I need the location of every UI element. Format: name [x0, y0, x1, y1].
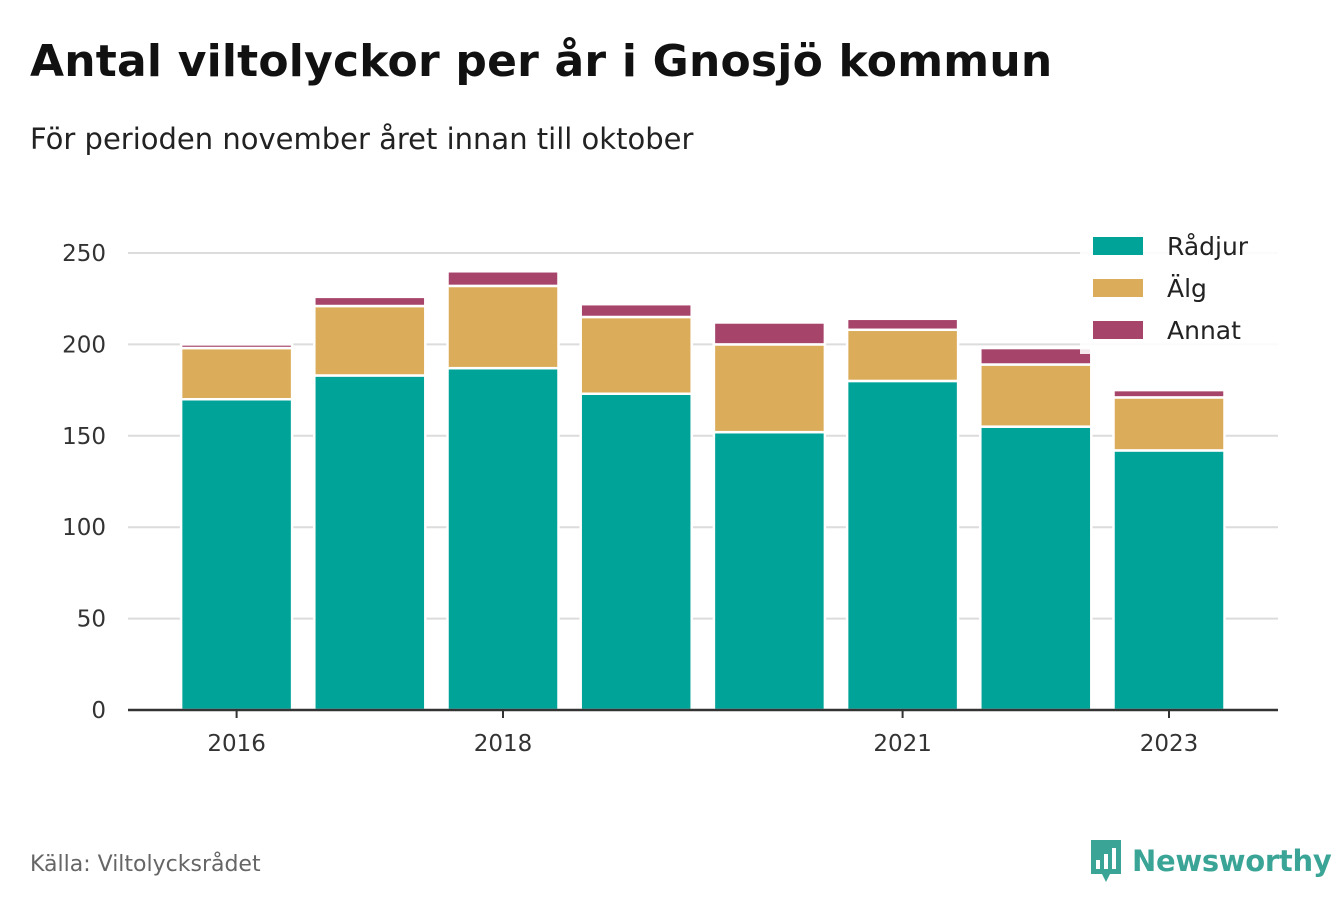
x-tick-label: 2021 — [873, 731, 932, 757]
bar-segment — [845, 317, 960, 332]
legend-label: Annat — [1167, 316, 1241, 345]
y-tick-label: 200 — [62, 332, 106, 358]
bar-segment — [313, 304, 427, 377]
bar-segment — [179, 397, 294, 712]
bar-segment — [313, 295, 427, 308]
legend-swatch — [1093, 321, 1143, 339]
chart-subtitle: För perioden november året innan till ok… — [30, 122, 694, 156]
x-tick-label: 2023 — [1140, 731, 1199, 757]
bar-segment — [712, 430, 827, 712]
x-tick-label: 2016 — [207, 731, 266, 757]
legend-label: Rådjur — [1167, 232, 1249, 261]
bar-segment — [446, 270, 560, 288]
y-tick-label: 0 — [91, 698, 106, 724]
bar-segment — [845, 379, 960, 712]
legend-label: Älg — [1167, 274, 1207, 303]
bar-segment — [579, 315, 693, 396]
bar-segment — [979, 363, 1093, 428]
bar-segment — [1112, 388, 1226, 399]
bar-segment — [979, 425, 1093, 712]
bar-segment — [979, 346, 1093, 366]
bar-segment — [712, 321, 827, 346]
chart-title: Antal viltolyckor per år i Gnosjö kommun — [30, 36, 1053, 87]
legend: Rådjur Älg Annat — [1080, 226, 1280, 354]
y-tick-label: 50 — [77, 607, 106, 633]
x-tick-label: 2018 — [474, 731, 533, 757]
bar-segment — [712, 343, 827, 434]
bar-segment — [313, 374, 427, 712]
source-note: Källa: Viltolycksrådet — [30, 852, 261, 877]
bar-segment — [1112, 396, 1226, 452]
brand-name: Newsworthy — [1132, 844, 1332, 878]
legend-swatch — [1093, 279, 1143, 297]
y-tick-label: 150 — [62, 424, 106, 450]
bars — [179, 270, 1226, 712]
brand-logo: Newsworthy — [1088, 838, 1332, 884]
y-tick-label: 100 — [62, 515, 106, 541]
x-axis-ticks: 2016 2018 2021 2023 — [207, 710, 1198, 757]
bar-segment — [845, 328, 960, 383]
bar-segment — [1112, 449, 1226, 712]
bar-segment — [179, 343, 294, 350]
bar-segment — [446, 284, 560, 370]
bar-segment — [446, 366, 560, 712]
legend-swatch — [1093, 237, 1143, 255]
bar-segment — [179, 346, 294, 401]
y-axis-ticks: 0 50 100 150 200 250 — [62, 241, 106, 724]
bar-segment — [579, 302, 693, 319]
newsworthy-logo-icon — [1091, 840, 1121, 882]
y-tick-label: 250 — [62, 241, 106, 267]
bar-segment — [579, 392, 693, 712]
